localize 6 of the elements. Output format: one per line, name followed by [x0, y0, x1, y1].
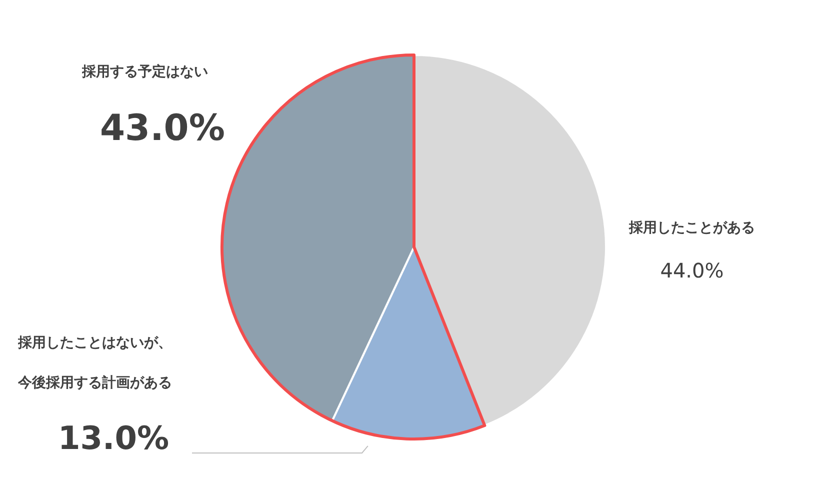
category-label: 採用したことはないが、今後採用する計画がある — [18, 335, 172, 391]
slice-label: 採用したことがある — [628, 219, 756, 238]
slice-label: 採用する予定はない — [82, 62, 209, 82]
data-label: 43.0% — [100, 108, 225, 149]
data-label: 13.0% — [58, 418, 170, 457]
data-label: 44.0% — [660, 258, 724, 282]
